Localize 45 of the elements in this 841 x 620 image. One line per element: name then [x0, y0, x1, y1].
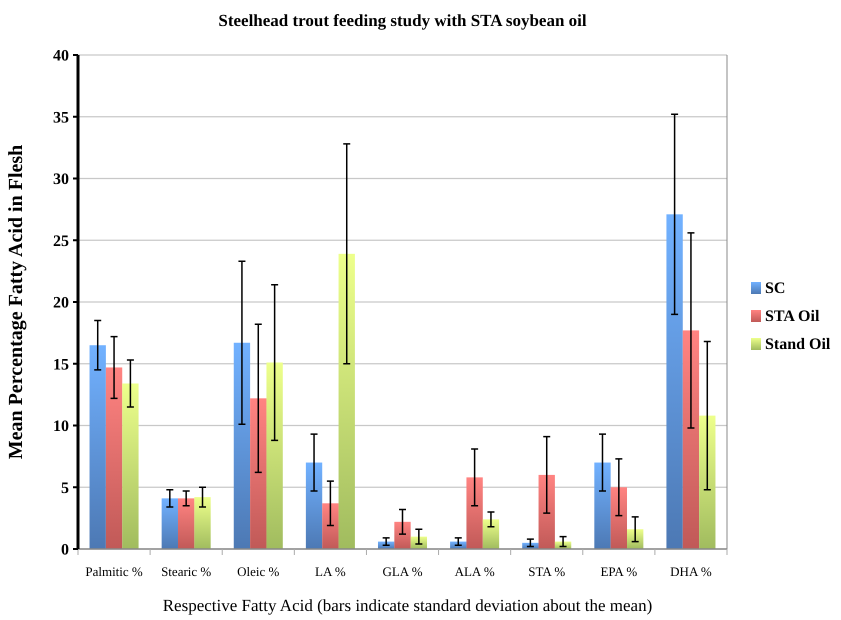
- y-tick-label: 35: [53, 109, 69, 126]
- y-tick-label: 20: [53, 294, 69, 312]
- bar: [90, 345, 106, 549]
- bar: [610, 487, 628, 549]
- bar: [250, 398, 266, 549]
- legend-label: Stand Oil: [765, 336, 831, 353]
- legend-label: STA Oil: [765, 308, 820, 325]
- bar: [666, 214, 683, 549]
- x-tick-label: ALA %: [454, 564, 495, 579]
- x-tick-label: Palmitic %: [85, 564, 143, 579]
- bar: [322, 503, 339, 549]
- bar: [162, 498, 178, 549]
- x-tick-label: Oleic %: [237, 564, 280, 579]
- bar: [594, 462, 611, 549]
- bar: [306, 462, 322, 549]
- y-tick-label: 40: [53, 48, 69, 65]
- y-tick-label: 5: [61, 480, 69, 497]
- bar: [122, 384, 139, 549]
- x-tick-label: LA %: [315, 564, 346, 579]
- bar: [538, 474, 555, 549]
- x-tick-label: DHA %: [670, 564, 712, 579]
- legend-label: SC: [765, 280, 786, 297]
- x-tick-label: Stearic %: [161, 564, 212, 579]
- bar: [627, 529, 644, 549]
- x-axis-title: Respective Fatty Acid (bars indicate standard deviation about the mean): [162, 596, 652, 615]
- x-tick-label: GLA %: [382, 564, 423, 579]
- y-tick-label: 10: [53, 418, 69, 436]
- x-tick-label: STA %: [528, 564, 566, 579]
- bar: [466, 477, 483, 549]
- bar: [234, 342, 250, 549]
- chart-title: Steelhead trout feeding study with STA soybean oil: [218, 11, 587, 30]
- bar: [682, 330, 700, 549]
- bar: [106, 367, 122, 549]
- bar: [338, 254, 355, 549]
- bar: [699, 416, 716, 549]
- y-tick-label: 0: [61, 542, 69, 559]
- x-tick-label: EPA %: [600, 564, 638, 579]
- y-tick-label: 15: [53, 356, 69, 374]
- bar: [178, 498, 194, 549]
- y-tick-label: 25: [53, 232, 69, 250]
- y-tick-label: 30: [53, 171, 69, 188]
- bar: [194, 497, 211, 549]
- y-axis-title: Mean Percentage Fatty Acid in Flesh: [5, 144, 27, 460]
- bar: [266, 362, 283, 549]
- bar: [482, 519, 500, 549]
